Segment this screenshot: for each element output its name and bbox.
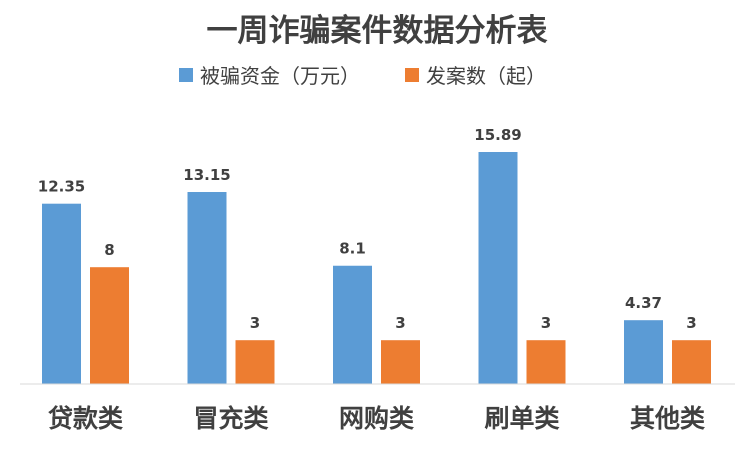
bar-funds-1: [187, 192, 227, 384]
data-label-funds-1: 13.15: [183, 166, 230, 184]
data-label-funds-2: 8.1: [339, 240, 366, 258]
data-label-funds-3: 15.89: [474, 126, 521, 144]
bar-funds-2: [333, 265, 372, 384]
data-label-cases-0: 8: [104, 241, 114, 259]
bar-funds-3: [478, 152, 518, 384]
category-label-1: 冒充类: [193, 404, 269, 433]
category-label-2: 网购类: [339, 404, 415, 433]
data-label-cases-2: 3: [395, 314, 405, 332]
bar-cases-3: [526, 340, 566, 384]
bar-cases-1: [235, 340, 275, 384]
bar-funds-0: [42, 203, 81, 384]
category-label-0: 贷款类: [48, 404, 124, 433]
category-label-3: 刷单类: [484, 404, 560, 433]
plot-area: 12.35 8 贷款类 13.15 3 冒充类 8.1 3 网购类 15.89 3 刷单类 4.37 3 其…: [38, 126, 711, 433]
bar-cases-4: [672, 340, 711, 384]
bar-funds-4: [624, 320, 663, 384]
legend-swatch-cases: [405, 68, 419, 82]
bar-cases-0: [90, 267, 129, 384]
chart-title: 一周诈骗案件数据分析表: [207, 13, 548, 49]
data-label-funds-4: 4.37: [625, 294, 662, 312]
legend: 被骗资金（万元） 发案数（起）: [179, 64, 546, 88]
data-label-funds-0: 12.35: [38, 178, 85, 196]
legend-swatch-funds: [179, 68, 193, 82]
category-label-4: 其他类: [630, 404, 706, 433]
legend-label-cases: 发案数（起）: [426, 64, 546, 88]
data-label-cases-3: 3: [541, 314, 551, 332]
data-label-cases-1: 3: [250, 314, 260, 332]
data-label-cases-4: 3: [686, 314, 696, 332]
legend-label-funds: 被骗资金（万元）: [200, 64, 360, 88]
bar-cases-2: [381, 340, 420, 384]
